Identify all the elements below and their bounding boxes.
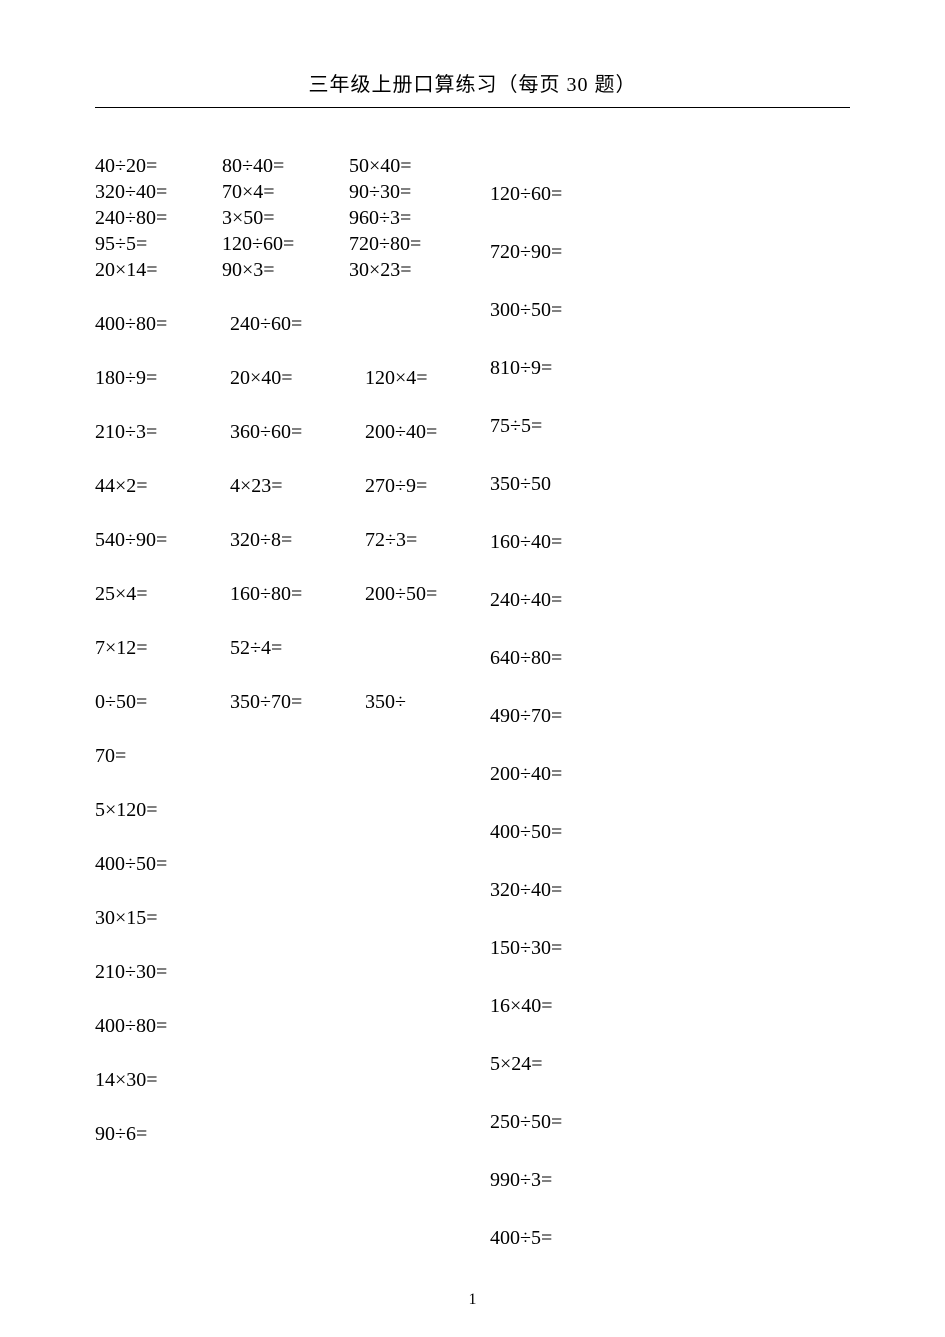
math-problem: 400÷80=: [95, 314, 225, 334]
problem-row: 70=: [95, 746, 490, 766]
math-problem: 160÷80=: [230, 584, 360, 604]
math-problem: 180÷9=: [95, 368, 225, 388]
math-problem: 14×30=: [95, 1069, 158, 1091]
math-problem: 320÷40=: [95, 182, 217, 202]
math-problem: 960÷3=: [349, 207, 411, 229]
math-problem: 95÷5=: [95, 234, 217, 254]
math-problem: 120×4=: [365, 367, 428, 389]
math-problem: 200÷50=: [365, 583, 437, 605]
math-problem: 720÷80=: [349, 233, 421, 255]
math-problem: 360÷60=: [230, 422, 360, 442]
problem-row: 7×12= 52÷4=: [95, 638, 490, 658]
problem-row: 320÷40= 70×4= 90÷30=: [95, 182, 490, 202]
page-title: 三年级上册口算练习（每页 30 题）: [309, 74, 637, 96]
problem-row: 0÷50= 350÷70= 350÷: [95, 692, 490, 712]
math-problem: 810÷9=: [490, 358, 820, 378]
math-problem: 350÷70=: [230, 692, 360, 712]
problem-row: 5×120=: [95, 800, 490, 820]
math-problem: 240÷40=: [490, 590, 820, 610]
problem-row: 180÷9= 20×40= 120×4=: [95, 368, 490, 388]
math-problem: 400÷5=: [490, 1228, 820, 1248]
math-problem: 320÷8=: [230, 530, 360, 550]
math-problem: 350÷: [365, 691, 406, 713]
math-problem: 20×14=: [95, 260, 217, 280]
math-problem: 90÷30=: [349, 181, 411, 203]
math-problem: 80÷40=: [222, 156, 344, 176]
math-problem: 30×23=: [349, 259, 412, 281]
math-problem: 5×120=: [95, 799, 158, 821]
worksheet-page: 三年级上册口算练习（每页 30 题） 40÷20= 80÷40= 50×40= 3…: [0, 0, 945, 1337]
problem-row: 20×14= 90×3= 30×23=: [95, 260, 490, 280]
problem-row: 95÷5= 120÷60= 720÷80=: [95, 234, 490, 254]
math-problem: 120÷60=: [490, 184, 820, 204]
math-problem: 640÷80=: [490, 648, 820, 668]
problem-row: 30×15=: [95, 908, 490, 928]
math-problem: 50×40=: [349, 155, 412, 177]
right-column: 120÷60= 720÷90= 300÷50= 810÷9= 75÷5= 350÷50 16…: [490, 156, 820, 1286]
math-problem: 52÷4=: [230, 637, 282, 659]
math-problem: 20×40=: [230, 368, 360, 388]
page-number: 1: [0, 1291, 945, 1309]
problem-row: 210÷3= 360÷60= 200÷40=: [95, 422, 490, 442]
math-problem: 400÷50=: [95, 853, 167, 875]
math-problem: 90×3=: [222, 260, 344, 280]
problem-row: 44×2= 4×23= 270÷9=: [95, 476, 490, 496]
math-problem: 40÷20=: [95, 156, 217, 176]
title-container: 三年级上册口算练习（每页 30 题）: [95, 68, 850, 108]
math-problem: 200÷40=: [365, 421, 437, 443]
math-problem: 160÷40=: [490, 532, 820, 552]
problem-row: 25×4= 160÷80= 200÷50=: [95, 584, 490, 604]
math-problem: 75÷5=: [490, 416, 820, 436]
problem-row: 90÷6=: [95, 1124, 490, 1144]
math-problem: 16×40=: [490, 996, 820, 1016]
math-problem: 240÷80=: [95, 208, 217, 228]
math-problem: 4×23=: [230, 476, 360, 496]
math-problem: 350÷50: [490, 474, 820, 494]
math-problem: 210÷3=: [95, 422, 225, 442]
math-problem: 720÷90=: [490, 242, 820, 262]
math-problem: 400÷80=: [95, 1015, 167, 1037]
math-problem: 990÷3=: [490, 1170, 820, 1190]
problem-row: 400÷80= 240÷60=: [95, 314, 490, 334]
math-problem: 250÷50=: [490, 1112, 820, 1132]
problem-row: 400÷80=: [95, 1016, 490, 1036]
math-problem: 200÷40=: [490, 764, 820, 784]
math-problem: 90÷6=: [95, 1123, 147, 1145]
problem-row: 210÷30=: [95, 962, 490, 982]
math-problem: 400÷50=: [490, 822, 820, 842]
math-problem: 490÷70=: [490, 706, 820, 726]
content-columns: 40÷20= 80÷40= 50×40= 320÷40= 70×4= 90÷30=…: [95, 156, 850, 1286]
problem-row: 14×30=: [95, 1070, 490, 1090]
math-problem: 0÷50=: [95, 692, 225, 712]
math-problem: 240÷60=: [230, 313, 302, 335]
math-problem: 72÷3=: [365, 529, 417, 551]
math-problem: 5×24=: [490, 1054, 820, 1074]
math-problem: 44×2=: [95, 476, 225, 496]
math-problem: 300÷50=: [490, 300, 820, 320]
problem-row: 40÷20= 80÷40= 50×40=: [95, 156, 490, 176]
math-problem: 7×12=: [95, 638, 225, 658]
math-problem: 540÷90=: [95, 530, 225, 550]
math-problem: 25×4=: [95, 584, 225, 604]
math-problem: 150÷30=: [490, 938, 820, 958]
problem-row: 540÷90= 320÷8= 72÷3=: [95, 530, 490, 550]
left-column: 40÷20= 80÷40= 50×40= 320÷40= 70×4= 90÷30=…: [95, 156, 490, 1286]
math-problem: 30×15=: [95, 907, 158, 929]
problem-row: 240÷80= 3×50= 960÷3=: [95, 208, 490, 228]
math-problem: 70=: [95, 745, 126, 767]
math-problem: 3×50=: [222, 208, 344, 228]
math-problem: 70×4=: [222, 182, 344, 202]
math-problem: 320÷40=: [490, 880, 820, 900]
math-problem: 120÷60=: [222, 234, 344, 254]
problem-row: 400÷50=: [95, 854, 490, 874]
math-problem: 210÷30=: [95, 961, 167, 983]
math-problem: 270÷9=: [365, 475, 427, 497]
